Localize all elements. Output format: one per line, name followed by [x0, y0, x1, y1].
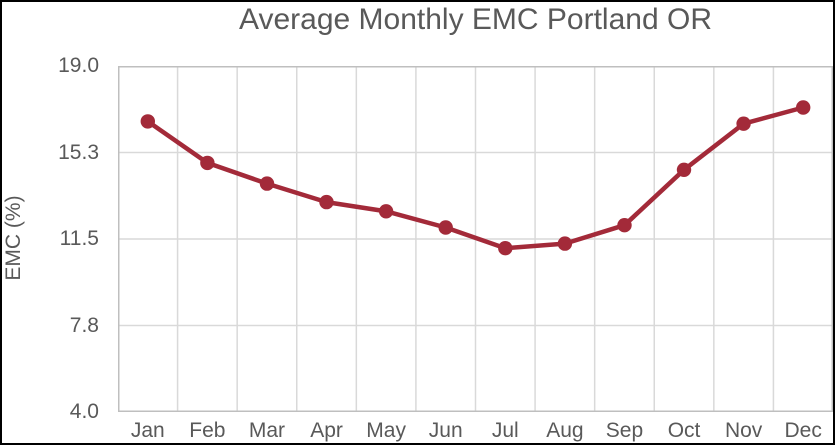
data-point: [498, 241, 513, 256]
x-axis-label: May: [366, 419, 406, 442]
x-axis-label: Mar: [248, 419, 286, 442]
data-point: [319, 194, 334, 210]
x-axis-label: Jun: [428, 419, 463, 442]
data-line: [145, 105, 806, 251]
x-axis-label: Jan: [130, 419, 165, 442]
x-axis-label: Apr: [310, 419, 343, 442]
x-axis-label: Oct: [667, 419, 701, 442]
data-point: [557, 236, 573, 251]
data-point: [438, 220, 453, 235]
data-point: [736, 116, 751, 131]
data-point: [676, 162, 692, 177]
data-point: [259, 176, 275, 191]
chart-title: Average Monthly EMC Portland OR: [239, 3, 712, 36]
x-axis-label: Dec: [784, 419, 822, 442]
y-tick-label: 15.3: [58, 140, 99, 164]
data-point: [796, 100, 811, 115]
y-tick-label: 7.8: [69, 313, 99, 337]
data-point: [617, 218, 632, 233]
x-axis-label: Nov: [724, 419, 763, 442]
y-tick-label: 19.0: [58, 54, 99, 77]
x-axis-label: Aug: [546, 419, 584, 442]
y-tick-label: 11.5: [59, 227, 99, 250]
plot-area: [118, 66, 833, 412]
plot-border: [118, 66, 833, 412]
x-axis-label: Sep: [605, 419, 644, 442]
x-axis-label: Jul: [491, 419, 519, 442]
x-axis-label: Feb: [189, 419, 226, 442]
data-point: [200, 155, 215, 171]
data-point: [378, 204, 394, 219]
y-tick-label: 4.0: [69, 400, 99, 423]
data-point: [140, 114, 155, 129]
